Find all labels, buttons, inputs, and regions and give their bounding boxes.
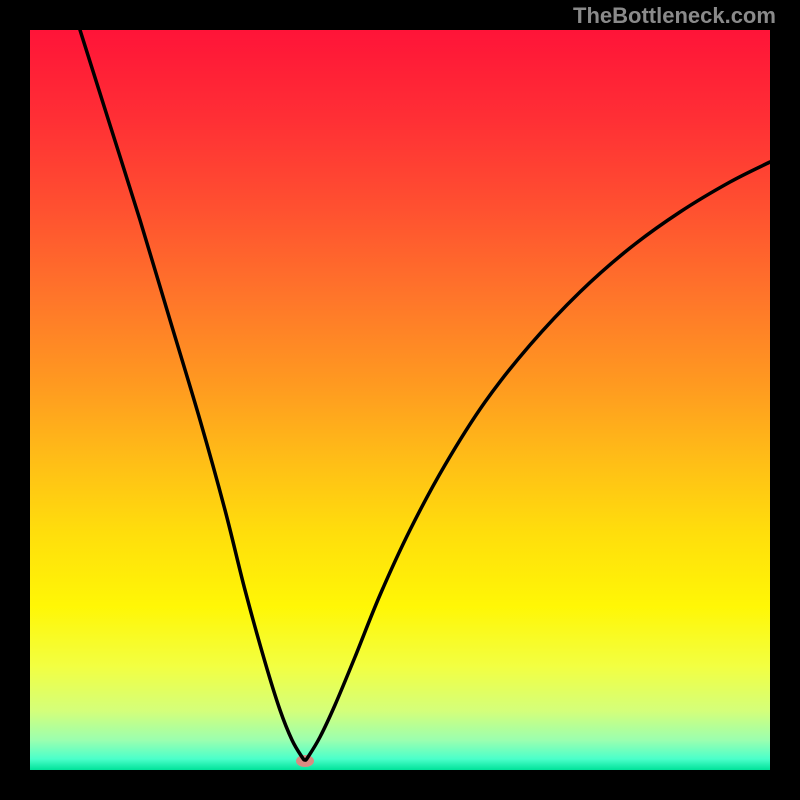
frame-border-left: [0, 0, 30, 800]
frame-border-right: [770, 0, 800, 800]
curve-path: [80, 30, 770, 760]
watermark-text: TheBottleneck.com: [573, 3, 776, 29]
figure-canvas: TheBottleneck.com: [0, 0, 800, 800]
bottleneck-curve: [30, 30, 770, 770]
plot-area: [30, 30, 770, 770]
frame-border-bottom: [0, 770, 800, 800]
